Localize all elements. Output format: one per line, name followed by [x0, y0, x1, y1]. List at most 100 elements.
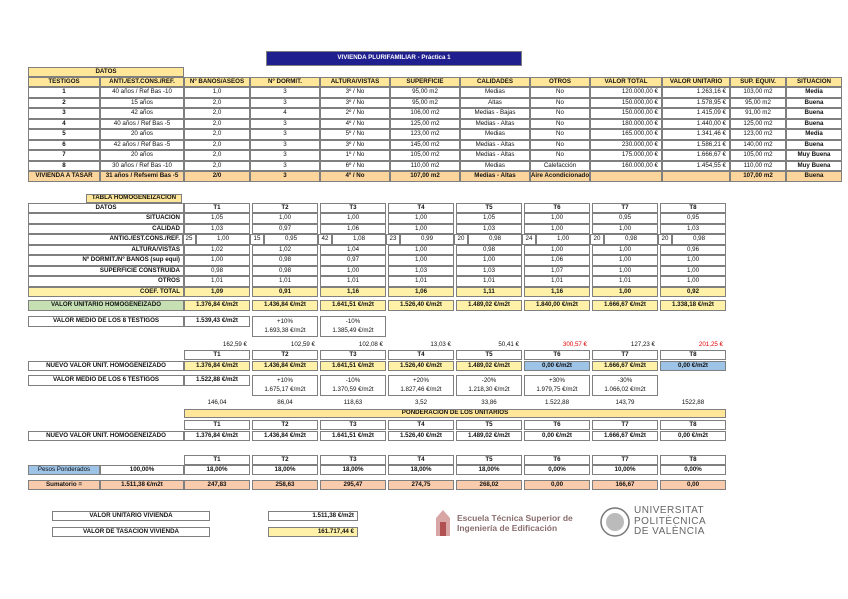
- factor-value: 0,98: [672, 234, 726, 245]
- factor-value: 1,00: [196, 234, 250, 245]
- factor-value: 1,00: [660, 255, 726, 266]
- deviation: 127,23 €: [630, 340, 655, 348]
- column-header: DATOS: [28, 203, 184, 213]
- homog-value: 1.338,18 €/m2t: [660, 300, 726, 311]
- weighted-value: 1.526,40 €/m2t: [388, 431, 454, 441]
- data-cell: 120.000,00 €: [590, 87, 662, 98]
- row-label: VALOR UNITARIO HOMOGENEIZADO: [28, 300, 184, 311]
- new-value: 1.436,84 €/m2t: [252, 361, 318, 371]
- factor-value: 1,05: [184, 213, 250, 224]
- age-cell: 20: [658, 234, 672, 245]
- data-cell: 105,00 m2: [730, 150, 786, 161]
- sum-value: 0,00: [524, 480, 590, 490]
- factor-label: SUPERFICIE CONSTRUIDA: [28, 265, 184, 276]
- factor-value: 1,01: [252, 276, 318, 287]
- data-cell: 1,0: [184, 87, 250, 98]
- testigo-header: T5: [456, 350, 522, 360]
- total-value: 1,09: [184, 286, 250, 297]
- data-cell: No: [530, 150, 590, 161]
- data-cell: Calefacción: [530, 160, 590, 171]
- row-label: NUEVO VALOR UNIT. HOMOGENEIZADO: [28, 431, 184, 441]
- row-label: NUEVO VALOR UNIT. HOMOGENEIZADO: [28, 361, 184, 371]
- data-cell: Medias - Bajas: [460, 108, 530, 119]
- data-cell: Buena: [786, 108, 842, 119]
- testigo-header: T8: [660, 350, 726, 360]
- range-pct: +20%: [413, 377, 429, 385]
- age-cell: 20: [454, 234, 468, 245]
- factor-value: 1,00: [592, 265, 658, 276]
- data-cell: 5º / No: [320, 129, 390, 140]
- row-label: VALOR MEDIO DE LOS 6 TESTIGOS: [28, 375, 184, 386]
- data-cell: 1º / No: [320, 150, 390, 161]
- factor-value: 0,98: [184, 265, 250, 276]
- column-header: Nº BAÑOS/ASEOS: [184, 77, 250, 87]
- data-cell: 2,0: [184, 129, 250, 140]
- deviation: 1.522,88: [544, 398, 570, 406]
- testigo-header: T2: [252, 350, 318, 360]
- data-cell: No: [530, 97, 590, 108]
- factor-value: 0,98: [456, 244, 522, 255]
- data-cell: 1.263,16 €: [662, 87, 730, 98]
- data-cell: 2,0: [184, 139, 250, 150]
- data-cell: 31 años / Refsemi Bas -5: [100, 171, 184, 182]
- sum-value: 247,83: [184, 480, 250, 490]
- range-box: -10% 1.385,49 €/m2t: [320, 316, 386, 337]
- data-cell: 1: [28, 87, 100, 98]
- sum-value: 295,47: [320, 480, 386, 490]
- total-value: 1,11: [456, 286, 522, 297]
- data-cell: No: [530, 129, 590, 140]
- upv-logo: UNIVERSITAT POLITÈCNICA DE VALÈNCIA: [600, 505, 706, 539]
- column-header: SITUACION: [786, 77, 842, 87]
- data-cell: 40 años / Ref Bas -5: [100, 118, 184, 129]
- testigo-header: T8: [660, 203, 726, 213]
- new-value: 0,00 €/m2t: [524, 361, 590, 371]
- range-pct: -30%: [617, 377, 633, 385]
- data-cell: 4º / No: [320, 118, 390, 129]
- data-cell: 3: [250, 150, 320, 161]
- data-cell: 1.454,55 €: [662, 160, 730, 171]
- data-cell: 1.586,21 €: [662, 139, 730, 150]
- data-cell: No: [530, 118, 590, 129]
- testigo-header: T1: [184, 350, 250, 360]
- section-title: PONDERACION DE LOS UNITARIOS: [184, 409, 726, 418]
- factor-value: 1,03: [456, 223, 522, 234]
- data-cell: 4: [250, 108, 320, 119]
- age-cell: 25: [182, 234, 196, 245]
- weighted-value: 1.666,67 €/m2t: [592, 431, 658, 441]
- upv-line: DE VALÈNCIA: [634, 526, 705, 538]
- etsie-logo: Escuela Técnica Superior de Ingeniería d…: [432, 508, 573, 538]
- range-box: -10% 1.370,59 €/m2t: [320, 375, 386, 396]
- data-cell: 2º / No: [320, 108, 390, 119]
- factor-value: 0,97: [320, 255, 386, 266]
- data-cell: Buena: [786, 171, 842, 182]
- data-cell: 1.341,46 €: [662, 129, 730, 140]
- testigo-header: T1: [184, 420, 250, 430]
- data-cell: 7: [28, 150, 100, 161]
- data-cell: Buena: [786, 97, 842, 108]
- homog-value: 1.436,84 €/m2t: [252, 300, 318, 311]
- data-cell: Medias - Altas: [460, 139, 530, 150]
- testigo-header: T6: [524, 350, 590, 360]
- mean-value: 1.539,43 €/m2t: [184, 316, 250, 327]
- homog-value: 1.376,84 €/m2t: [184, 300, 250, 311]
- testigo-header: T2: [252, 420, 318, 430]
- data-cell: 42 años / Ref Bas -5: [100, 139, 184, 150]
- age-cell: 15: [250, 234, 264, 245]
- data-cell: 2,0: [184, 160, 250, 171]
- factor-label: ALTURA/VISTAS: [28, 244, 184, 255]
- sum-value: 166,67: [592, 480, 658, 490]
- data-cell: 123,00 m2: [730, 129, 786, 140]
- data-cell: 3: [250, 97, 320, 108]
- range-box: -20% 1.218,30 €/m2t: [456, 375, 522, 396]
- factor-label: CALIDAD: [28, 223, 184, 234]
- data-cell: 2,0: [184, 150, 250, 161]
- column-header: Nº DORMIT.: [250, 77, 320, 87]
- data-cell: 160.000,00 €: [590, 160, 662, 171]
- range-pct: +10%: [277, 318, 293, 326]
- factor-value: 1,00: [536, 234, 590, 245]
- data-cell: Muy Buena: [786, 150, 842, 161]
- data-cell: 150.000,00 €: [590, 108, 662, 119]
- new-value: 1.489,02 €/m2t: [456, 361, 522, 371]
- factor-value: 1,00: [388, 223, 454, 234]
- homog-value: 1.641,51 €/m2t: [320, 300, 386, 311]
